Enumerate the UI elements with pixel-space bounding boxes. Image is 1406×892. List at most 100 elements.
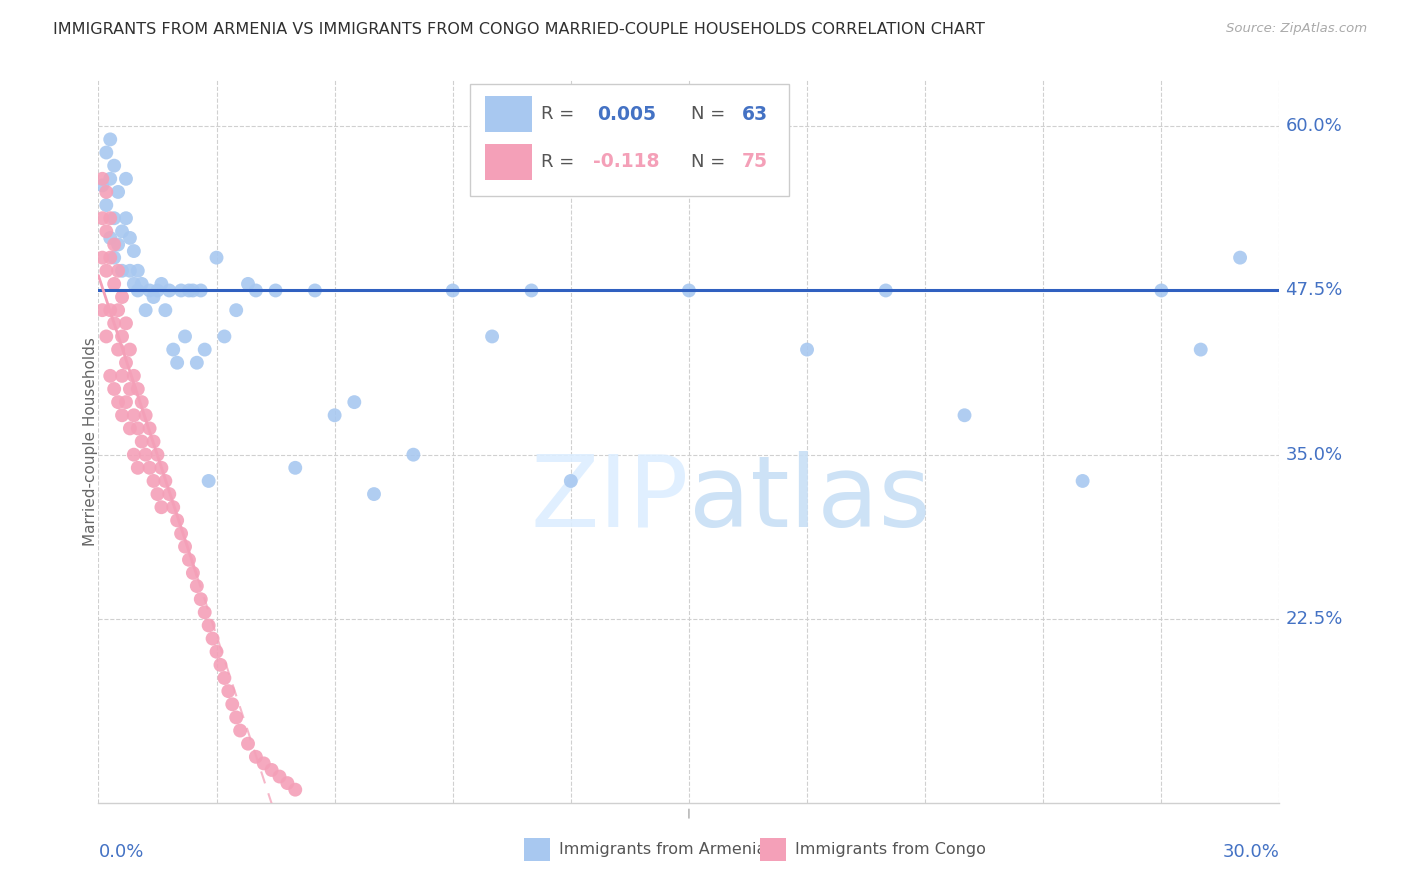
Point	[96, 145, 118, 160]
Point	[170, 284, 193, 298]
Point	[402, 448, 425, 462]
Point	[166, 513, 188, 527]
Point	[107, 395, 129, 409]
Point	[146, 448, 169, 462]
Point	[98, 303, 121, 318]
Point	[91, 171, 114, 186]
Point	[214, 329, 236, 343]
Point	[96, 264, 118, 278]
Point	[103, 159, 125, 173]
Point	[177, 553, 200, 567]
Point	[91, 211, 114, 226]
Point	[174, 540, 197, 554]
Point	[186, 356, 208, 370]
Point	[103, 251, 125, 265]
Text: N =: N =	[692, 105, 731, 123]
Point	[111, 329, 134, 343]
Text: Immigrants from Congo: Immigrants from Congo	[796, 842, 986, 857]
Point	[135, 448, 157, 462]
Point	[138, 460, 160, 475]
Point	[111, 368, 134, 383]
Point	[122, 368, 145, 383]
Point	[343, 395, 366, 409]
Point	[170, 526, 193, 541]
Point	[157, 487, 180, 501]
Point	[115, 316, 138, 330]
FancyBboxPatch shape	[485, 144, 531, 180]
Point	[162, 500, 184, 515]
Point	[197, 618, 219, 632]
Point	[118, 421, 141, 435]
Point	[190, 592, 212, 607]
Point	[284, 460, 307, 475]
Text: 0.005: 0.005	[596, 104, 655, 124]
Point	[96, 224, 118, 238]
Text: ZIP: ZIP	[530, 450, 689, 548]
Point	[91, 251, 114, 265]
Point	[96, 198, 118, 212]
Text: 63: 63	[742, 104, 768, 124]
Text: R =: R =	[541, 153, 581, 171]
Point	[205, 251, 228, 265]
Point	[157, 284, 180, 298]
Point	[953, 409, 976, 423]
Point	[107, 237, 129, 252]
Point	[135, 303, 157, 318]
Text: 22.5%: 22.5%	[1285, 610, 1343, 628]
Point	[190, 284, 212, 298]
Point	[122, 409, 145, 423]
Text: IMMIGRANTS FROM ARMENIA VS IMMIGRANTS FROM CONGO MARRIED-COUPLE HOUSEHOLDS CORRE: IMMIGRANTS FROM ARMENIA VS IMMIGRANTS FR…	[53, 22, 986, 37]
Point	[131, 395, 153, 409]
Point	[107, 185, 129, 199]
Point	[323, 409, 346, 423]
Point	[260, 763, 283, 777]
Point	[127, 460, 149, 475]
Point	[127, 382, 149, 396]
Point	[131, 434, 153, 449]
Point	[174, 329, 197, 343]
Point	[560, 474, 582, 488]
Point	[1189, 343, 1212, 357]
Point	[118, 343, 141, 357]
Point	[146, 284, 169, 298]
Point	[98, 368, 121, 383]
Text: N =: N =	[692, 153, 731, 171]
Point	[115, 356, 138, 370]
Point	[441, 284, 464, 298]
Point	[150, 460, 173, 475]
Text: 30.0%: 30.0%	[1223, 843, 1279, 861]
FancyBboxPatch shape	[759, 838, 786, 862]
Point	[1071, 474, 1094, 488]
Point	[236, 277, 259, 291]
Point	[115, 171, 138, 186]
Point	[146, 487, 169, 501]
Point	[127, 421, 149, 435]
FancyBboxPatch shape	[523, 838, 550, 862]
Text: 35.0%: 35.0%	[1285, 446, 1343, 464]
Point	[253, 756, 276, 771]
FancyBboxPatch shape	[485, 96, 531, 132]
Point	[201, 632, 224, 646]
Point	[678, 284, 700, 298]
Point	[122, 448, 145, 462]
Point	[181, 566, 204, 580]
Text: Source: ZipAtlas.com: Source: ZipAtlas.com	[1226, 22, 1367, 36]
Point	[118, 231, 141, 245]
Point	[197, 474, 219, 488]
Point	[875, 284, 897, 298]
Point	[111, 264, 134, 278]
Point	[142, 474, 165, 488]
Point	[96, 329, 118, 343]
Point	[214, 671, 236, 685]
Point	[162, 343, 184, 357]
Point	[194, 605, 217, 619]
Point	[284, 782, 307, 797]
Point	[481, 329, 503, 343]
Text: R =: R =	[541, 105, 581, 123]
Point	[131, 277, 153, 291]
Point	[115, 395, 138, 409]
Point	[229, 723, 252, 738]
Point	[107, 343, 129, 357]
Point	[155, 474, 177, 488]
Point	[245, 284, 267, 298]
